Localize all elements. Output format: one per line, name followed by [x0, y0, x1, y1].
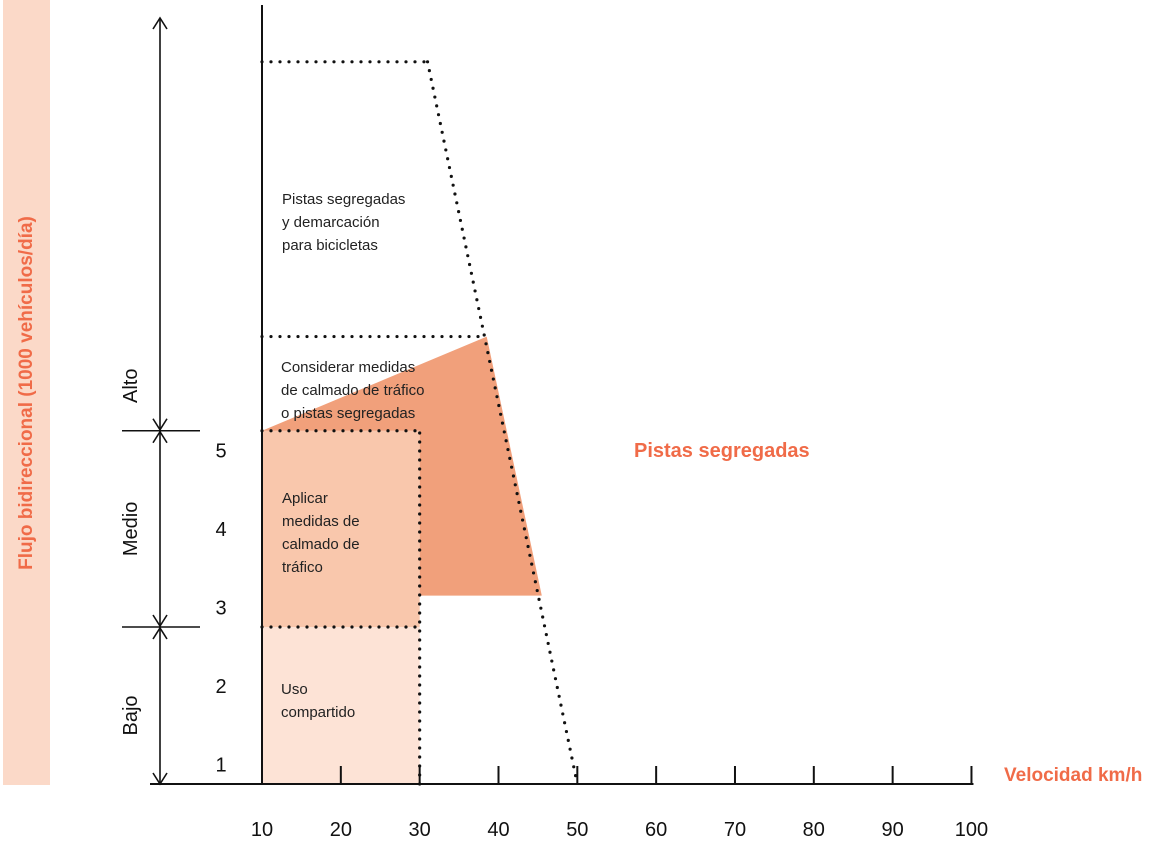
y-tick-label-4: 4	[215, 519, 226, 541]
zone-fill-2	[262, 336, 542, 596]
labels-layer: Bajo Medio Alto Uso compartido Aplicar medidas…	[120, 191, 424, 736]
x-tick-label-80: 80	[803, 819, 825, 841]
zone-label-3: Pistas segregadas y demarcación para bicic…	[282, 191, 405, 254]
y-tick-label-2: 2	[215, 676, 226, 698]
level-arrow-bottom	[152, 772, 168, 786]
level-arrow-up-0	[152, 626, 168, 640]
y-tick-label-1: 1	[215, 754, 226, 776]
level-label-1: Medio	[120, 502, 142, 556]
dotted-boundaries	[260, 60, 579, 786]
x-tick-label-10: 10	[251, 819, 273, 841]
y-tick-label-3: 3	[215, 597, 226, 619]
x-axis-label: Velocidad km/h	[1004, 765, 1143, 786]
zone-fill-3	[262, 61, 487, 337]
zone-label-0: Uso compartido	[281, 681, 355, 721]
level-arrow-down-0	[152, 614, 168, 628]
zone-label-line: tráfico	[282, 559, 323, 576]
level-arrow-down-1	[152, 418, 168, 432]
zone-fill-1	[262, 430, 420, 627]
zone-label-line: compartido	[281, 704, 355, 721]
zone-label-line: Aplicar	[282, 490, 328, 507]
y-axis-label-band	[3, 0, 50, 785]
x-tick-label-70: 70	[724, 819, 746, 841]
level-label-0: Bajo	[120, 695, 142, 735]
x-tick-label-40: 40	[487, 819, 509, 841]
zone-label-line: Uso	[281, 681, 308, 698]
x-tick-label-100: 100	[955, 819, 988, 841]
zones-layer	[262, 61, 542, 784]
level-arrow-top	[152, 16, 168, 30]
x-tick-label-30: 30	[409, 819, 431, 841]
level-arrow-up-1	[152, 430, 168, 444]
zone-label-2: Considerar medidas de calmado de tráfico o…	[281, 359, 424, 422]
zone-fill-0	[262, 627, 420, 784]
outside-zone-label: Pistas segregadas	[634, 440, 810, 462]
x-tick-label-60: 60	[645, 819, 667, 841]
zone-label-line: de calmado de tráfico	[281, 382, 424, 399]
boundary-diagonal	[425, 60, 579, 786]
y-tick-label-5: 5	[215, 440, 226, 462]
zone-label-line: Pistas segregadas	[282, 191, 405, 208]
zone-label-line: Considerar medidas	[281, 359, 415, 376]
x-tick-label-20: 20	[330, 819, 352, 841]
x-tick-label-50: 50	[566, 819, 588, 841]
zone-label-line: o pistas segregadas	[281, 405, 415, 422]
zone-label-1: Aplicar medidas de calmado de tráfico	[282, 490, 360, 576]
axes-layer: 10 20 30 40 50 60 70 80 90 100 1 2 3 4 5	[122, 5, 988, 841]
zone-label-line: calmado de	[282, 536, 360, 553]
x-tick-label-90: 90	[882, 819, 904, 841]
zone-label-line: para bicicletas	[282, 237, 378, 254]
zone-label-line: y demarcación	[282, 214, 380, 231]
level-label-2: Alto	[120, 369, 142, 403]
zone-label-line: medidas de	[282, 513, 360, 530]
